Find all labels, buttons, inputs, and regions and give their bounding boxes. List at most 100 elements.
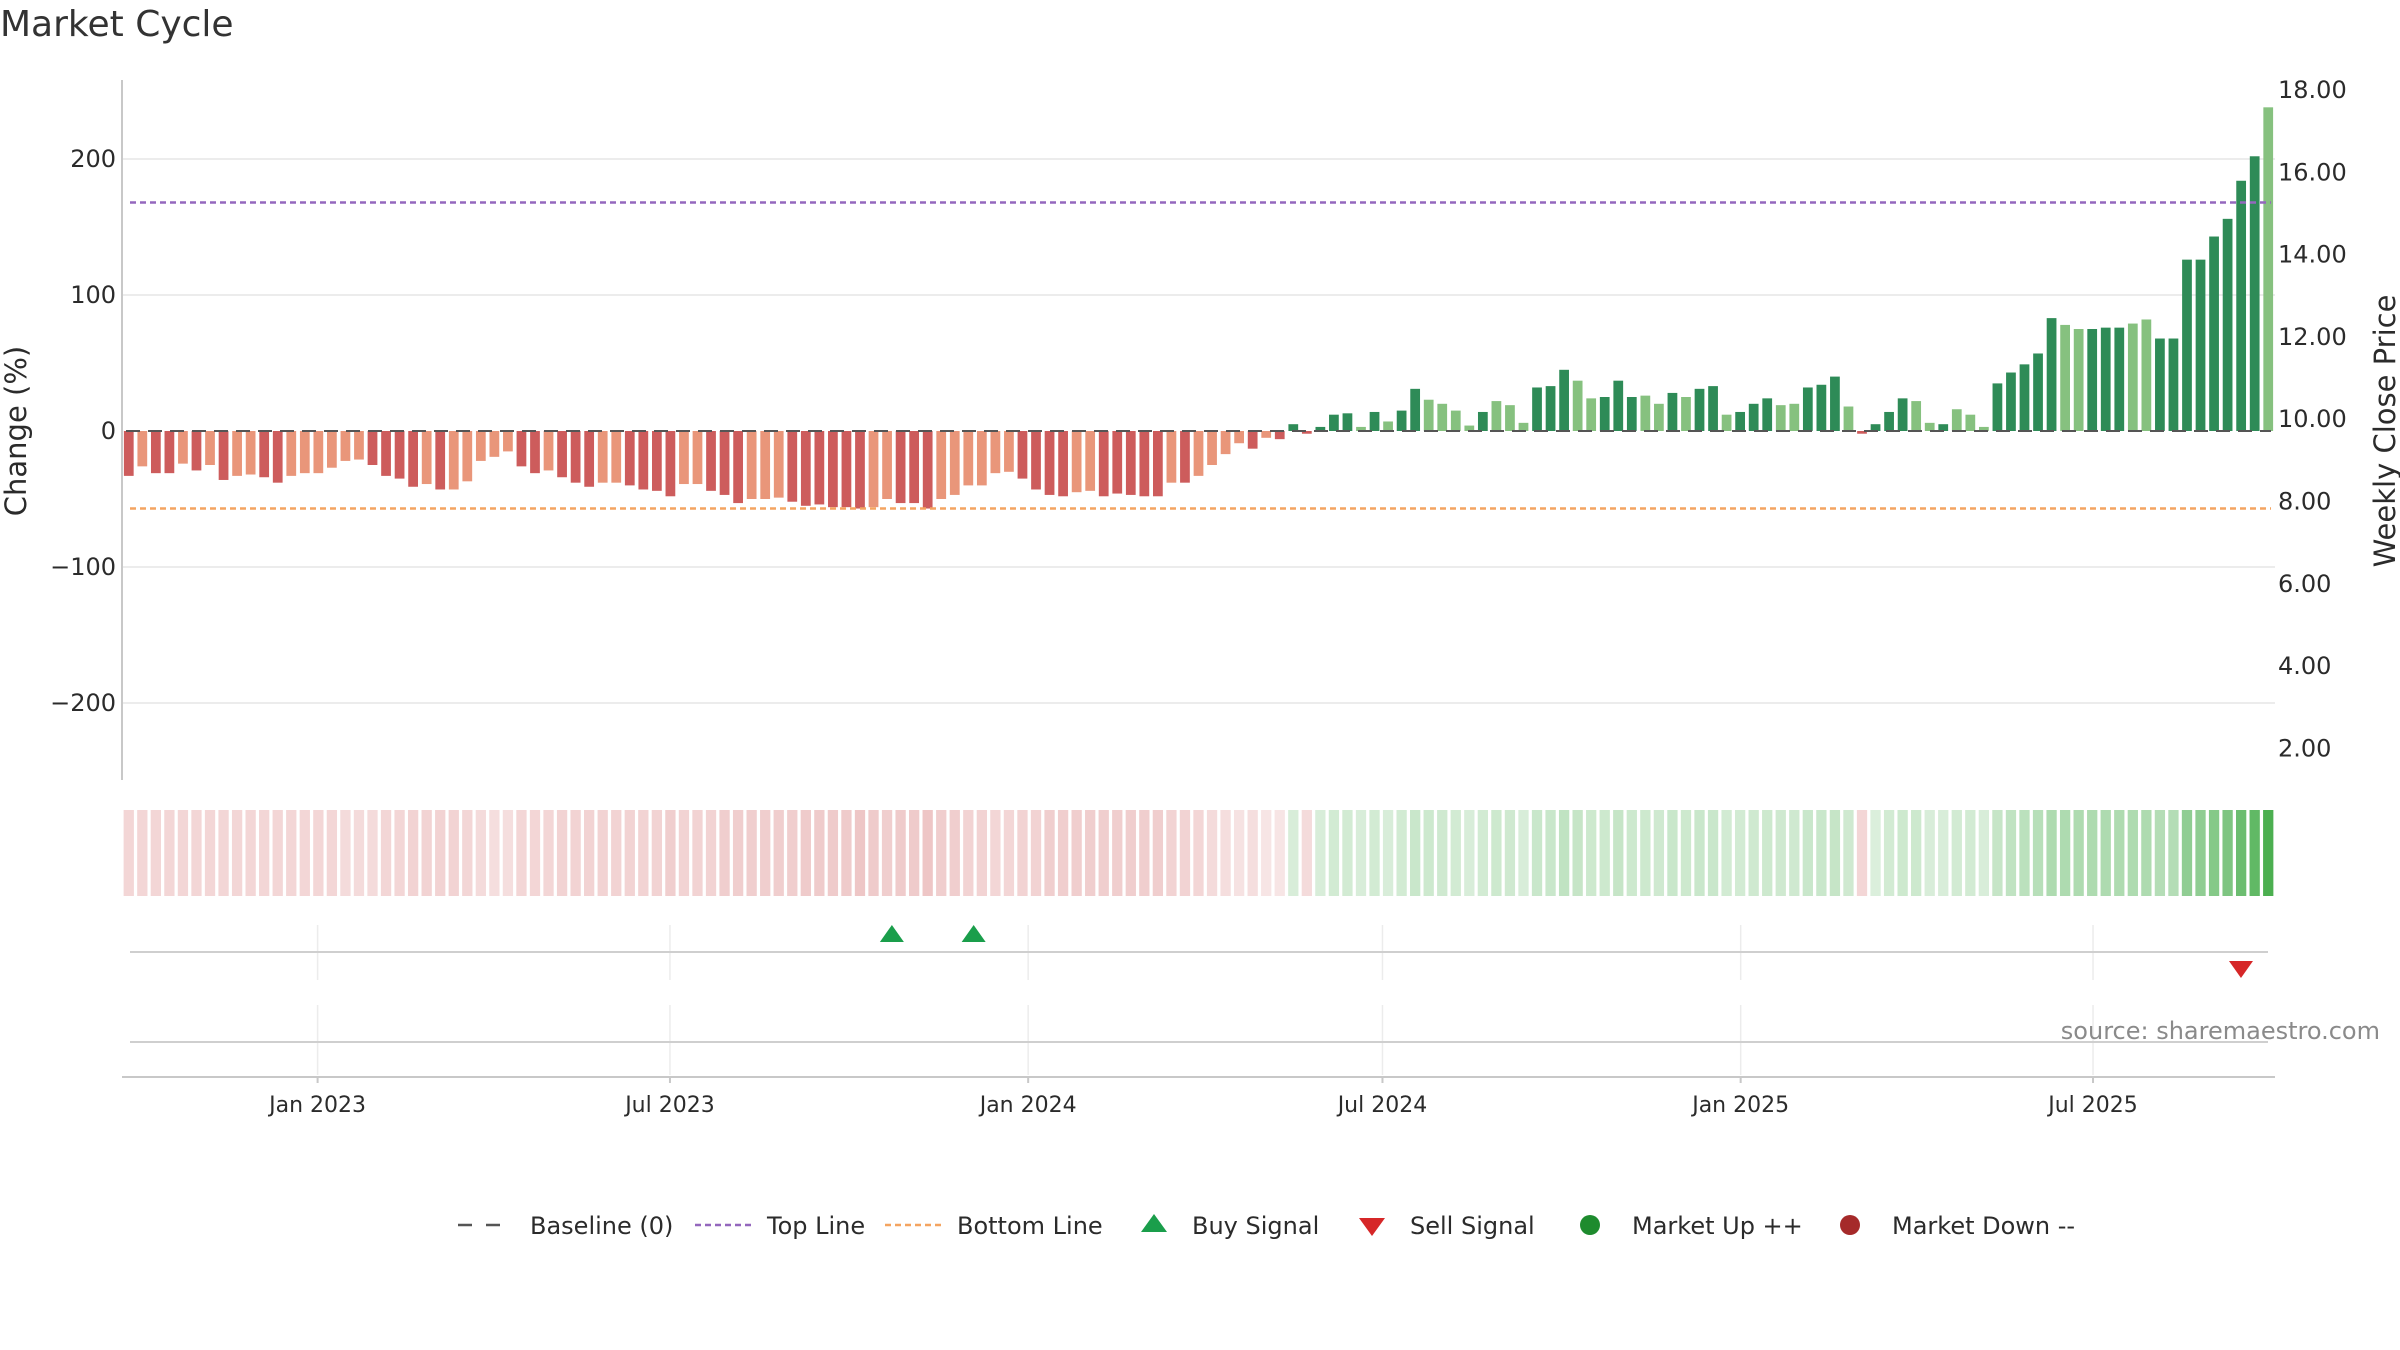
heat-cell	[164, 810, 175, 896]
buy-signal-marker	[961, 925, 986, 942]
legend-item-bottom: Bottom Line	[885, 1212, 1103, 1240]
change-bar	[936, 431, 947, 499]
change-bar	[828, 431, 838, 508]
change-bar	[1843, 406, 1854, 431]
change-bar	[2236, 180, 2247, 431]
change-bar	[367, 431, 378, 465]
market-down-swatch	[1840, 1215, 1860, 1235]
change-bar	[1153, 431, 1163, 497]
heat-cell	[516, 810, 527, 896]
heat-cell	[2087, 810, 2098, 896]
heat-cell	[1640, 810, 1651, 896]
y-left-tick-label: −100	[50, 553, 116, 581]
heat-cell	[922, 810, 933, 896]
change-bar	[1884, 411, 1894, 431]
change-bar	[1965, 414, 1976, 431]
reference-lines	[126, 201, 2271, 510]
x-tick-label: Jul 2024	[1336, 1093, 1428, 1118]
y-left-tick-label: 200	[70, 145, 116, 173]
heat-cell	[407, 810, 419, 896]
heat-cell	[1464, 810, 1475, 896]
heat-cell	[1112, 810, 1123, 896]
change-bar	[327, 431, 337, 468]
legend-item-buy: Buy Signal	[1141, 1212, 1319, 1240]
heat-cell	[137, 810, 148, 896]
change-bar	[868, 431, 879, 508]
change-bar	[638, 431, 649, 490]
change-bar	[1410, 388, 1421, 431]
change-bar	[530, 431, 540, 474]
sell-signal-marker	[2228, 961, 2253, 978]
change-bar	[1559, 369, 1569, 431]
change-bar	[733, 431, 743, 504]
change-bar	[1288, 424, 1299, 431]
change-bar	[2182, 259, 2192, 431]
change-bar	[1207, 431, 1217, 465]
change-bar	[2249, 156, 2260, 431]
heat-cell	[2168, 810, 2179, 896]
change-bar	[218, 431, 229, 480]
change-bar	[435, 431, 446, 490]
change-bar	[1098, 431, 1109, 497]
change-bar	[2087, 329, 2098, 431]
heat-cell	[719, 810, 730, 896]
heat-cell	[177, 810, 189, 896]
change-bar	[1667, 392, 1678, 431]
change-bar	[1437, 403, 1448, 431]
change-bar	[1017, 431, 1028, 479]
heat-cell	[841, 810, 852, 896]
change-bar	[381, 431, 391, 476]
heat-cell	[1057, 810, 1069, 896]
change-bar	[841, 431, 852, 508]
change-bar	[313, 431, 324, 474]
heat-cell	[218, 810, 229, 896]
heat-cell	[1775, 810, 1786, 896]
legend-label: Bottom Line	[957, 1212, 1103, 1240]
heat-cell	[394, 810, 405, 896]
sell-signal-swatch	[1359, 1218, 1385, 1236]
change-bar	[1044, 431, 1055, 495]
x-axis: Jan 2023 Jul 2023 Jan 2024 Jul 2024 Jan 2025…	[122, 1076, 2275, 1118]
change-bar	[299, 431, 310, 474]
heat-cell	[1951, 810, 1962, 896]
y-left-tick-label: 100	[70, 281, 116, 309]
y-right-tick-label: 12.00	[2278, 323, 2347, 351]
heat-cell	[448, 810, 459, 896]
change-bar	[1857, 431, 1867, 434]
heat-cell	[760, 810, 771, 896]
change-bar	[2222, 218, 2233, 431]
heat-cell	[895, 810, 906, 896]
heat-cell	[272, 810, 283, 896]
change-bar	[1180, 431, 1190, 483]
change-bar	[1694, 388, 1705, 431]
heat-cell	[2073, 810, 2084, 896]
y-right-tick-label: 8.00	[2278, 488, 2331, 516]
heat-cell	[800, 810, 811, 896]
y-left-tick-label: −200	[50, 689, 116, 717]
heat-cell	[990, 810, 1001, 896]
change-bar	[1315, 426, 1326, 431]
heat-cell	[1152, 810, 1164, 896]
heat-cell	[2236, 810, 2247, 896]
change-bar	[719, 431, 730, 495]
legend-item-baseline: Baseline (0)	[458, 1212, 673, 1240]
heat-cell	[1789, 810, 1800, 896]
heat-cell	[123, 810, 134, 896]
heat-cell	[1545, 810, 1556, 896]
heat-cell	[326, 810, 338, 896]
change-bar	[462, 431, 473, 482]
heat-cell	[1816, 810, 1827, 896]
legend: Baseline (0) Top Line Bottom Line Buy Signa…	[458, 1212, 2075, 1240]
change-bar	[1220, 431, 1231, 455]
y-right-tick-label: 10.00	[2278, 405, 2347, 433]
heat-cell	[773, 810, 784, 896]
change-bar	[1789, 403, 1800, 431]
heat-cell	[2208, 810, 2220, 896]
change-bar	[2046, 318, 2057, 431]
heat-cell	[2141, 810, 2152, 896]
axes: 200 100 0 −100 −200 18.00 16.00 14.00 12.00 10.00…	[0, 76, 2400, 780]
change-bar	[2168, 338, 2179, 431]
buy-signal-swatch	[1141, 1214, 1167, 1232]
change-bar	[408, 431, 418, 487]
heat-cell	[353, 810, 365, 896]
